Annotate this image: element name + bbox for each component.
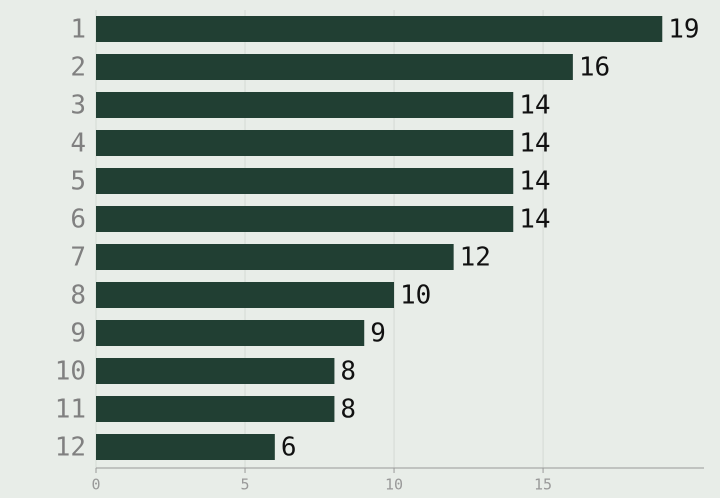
value-label: 16	[579, 53, 610, 83]
bar	[96, 282, 395, 308]
y-tick-label: 7	[70, 243, 86, 273]
y-tick-label: 10	[55, 357, 86, 387]
bar	[96, 130, 514, 156]
value-label: 6	[281, 433, 297, 463]
bar	[96, 16, 663, 42]
value-label: 14	[519, 91, 550, 121]
bar	[96, 244, 454, 270]
bar	[96, 206, 514, 232]
y-tick-label: 11	[55, 395, 86, 425]
y-tick-label: 9	[70, 319, 86, 349]
value-label: 14	[519, 129, 550, 159]
x-tick-label: 10	[385, 476, 403, 494]
bar	[96, 92, 514, 118]
bar	[96, 358, 335, 384]
value-label: 10	[400, 281, 431, 311]
value-label: 9	[370, 319, 386, 349]
value-label: 8	[340, 395, 356, 425]
bar	[96, 54, 573, 80]
y-tick-label: 12	[55, 433, 86, 463]
bar	[96, 168, 514, 194]
y-tick-label: 6	[70, 205, 86, 235]
value-label: 19	[668, 15, 699, 45]
value-label: 14	[519, 205, 550, 235]
bar	[96, 396, 335, 422]
bar	[96, 434, 275, 460]
value-label: 12	[460, 243, 491, 273]
y-tick-label: 2	[70, 53, 86, 83]
y-tick-label: 3	[70, 91, 86, 121]
y-tick-label: 5	[70, 167, 86, 197]
value-label: 14	[519, 167, 550, 197]
value-label: 8	[340, 357, 356, 387]
x-tick-label: 5	[241, 476, 250, 494]
x-tick-label: 0	[91, 476, 100, 494]
y-tick-label: 8	[70, 281, 86, 311]
y-tick-label: 1	[70, 15, 86, 45]
bar	[96, 320, 365, 346]
y-tick-label: 4	[70, 129, 86, 159]
x-tick-label: 15	[534, 476, 552, 494]
